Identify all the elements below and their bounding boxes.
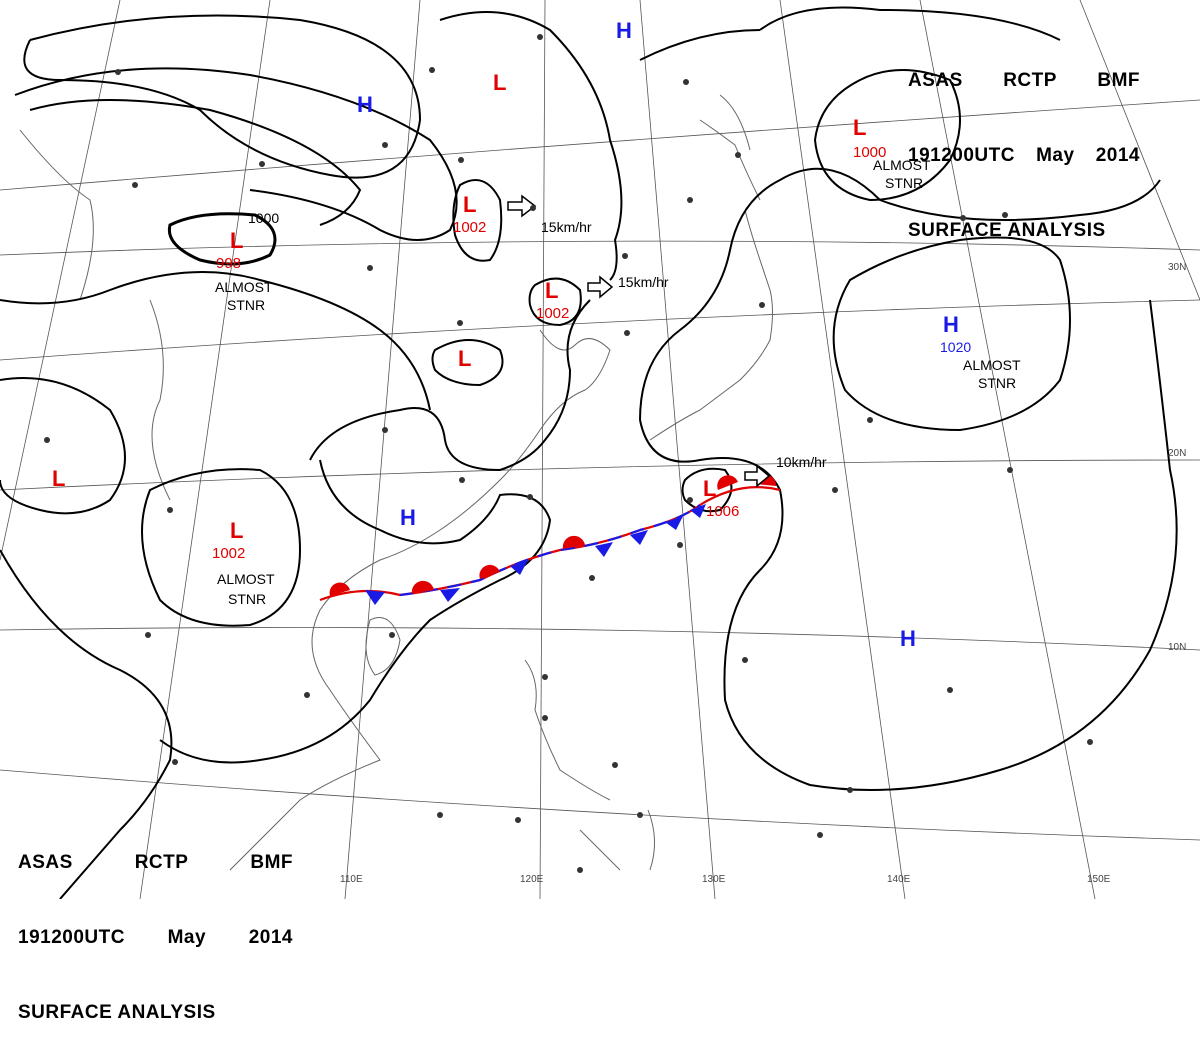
header-bottom-month: May	[167, 927, 207, 948]
header-top-year: 2014	[1095, 145, 1140, 166]
lon-label-150e: 150E	[1087, 874, 1111, 885]
low-nc-symbol: L	[493, 70, 506, 95]
almost-stnr-ne-2: STNR	[885, 175, 923, 191]
high-nw-symbol: H	[357, 92, 373, 117]
speed-15kmhr-a: 15km/hr	[541, 219, 592, 235]
lon-label-140e: 140E	[887, 874, 911, 885]
arrow-10kmhr	[744, 464, 771, 488]
speed-10kmhr: 10km/hr	[776, 454, 827, 470]
header-bottom-year: 2014	[248, 927, 293, 948]
arrow-15kmhr-a	[507, 194, 537, 218]
header-bottom-agency: ASAS	[18, 852, 73, 873]
lon-label-130e: 130E	[702, 874, 726, 885]
header-bottom-time: 191200UTC	[18, 927, 125, 948]
low-998-symbol: L	[230, 228, 243, 253]
isobars	[0, 6, 1178, 899]
almost-stnr-nw-1: ALMOST	[215, 279, 273, 295]
header-bottom-product: BMF	[250, 852, 293, 873]
header-bottom: ASAS RCTP BMF 191200UTC May 2014 SURFACE…	[18, 800, 293, 1050]
low-small-symbol: L	[458, 346, 471, 371]
almost-stnr-e-2: STNR	[978, 375, 1016, 391]
low-1006-pressure: 1006	[706, 503, 739, 520]
low-1002-sw-symbol: L	[230, 518, 243, 543]
low-1002-b-pressure: 1002	[536, 305, 569, 322]
graticule	[0, 0, 1200, 899]
header-top-title: SURFACE ANALYSIS	[908, 220, 1106, 241]
high-1020-symbol: H	[943, 312, 959, 337]
header-top-station: RCTP	[1003, 70, 1057, 91]
header-bottom-station: RCTP	[134, 852, 189, 873]
arrow-15kmhr-b	[587, 275, 614, 299]
high-n-symbol: H	[616, 18, 632, 43]
lat-label-10n: 10N	[1168, 642, 1186, 653]
almost-stnr-sw-2: STNR	[228, 591, 266, 607]
low-998-pressure: 998	[216, 255, 241, 272]
low-1002-a-pressure: 1002	[453, 219, 486, 236]
header-top-month: May	[1036, 145, 1075, 166]
station-plots	[44, 34, 1093, 873]
header-bottom-title: SURFACE ANALYSIS	[18, 1002, 216, 1023]
header-top-product: BMF	[1097, 70, 1140, 91]
weather-map: 110E 120E 130E 140E 150E 30N 20N 10N H H…	[0, 0, 1200, 899]
header-bottom-line1: ASAS RCTP BMF	[18, 850, 293, 875]
annotations: ALMOST STNR ALMOST STNR ALMOST STNR ALMO…	[215, 157, 1021, 607]
header-bottom-line2: 191200UTC May 2014	[18, 925, 293, 950]
almost-stnr-ne-1: ALMOST	[873, 157, 931, 173]
tick-labels: 110E 120E 130E 140E 150E 30N 20N 10N	[340, 262, 1186, 885]
almost-stnr-nw-2: STNR	[227, 297, 265, 313]
cold-front-triangles	[365, 504, 706, 605]
high-se-symbol: H	[900, 626, 916, 651]
header-top-line2: 191200UTC May 2014	[908, 143, 1140, 168]
header-top: ASAS RCTP BMF 191200UTC May 2014 SURFACE…	[908, 18, 1140, 268]
almost-stnr-e-1: ALMOST	[963, 357, 1021, 373]
front	[319, 474, 781, 605]
high-1020-pressure: 1020	[940, 339, 971, 355]
almost-stnr-sw-1: ALMOST	[217, 571, 275, 587]
header-top-line1: ASAS RCTP BMF	[908, 68, 1140, 93]
low-w-symbol: L	[52, 466, 65, 491]
lon-label-110e: 110E	[340, 874, 363, 885]
low-1002-sw-pressure: 1002	[212, 545, 245, 562]
lon-label-120e: 120E	[520, 874, 544, 885]
header-top-agency: ASAS	[908, 70, 963, 91]
pressure-systems: H H L L 1002 L 1002 L 998 1000 L L L 100…	[52, 18, 971, 651]
low-1006-symbol: L	[703, 476, 716, 501]
low-1000-ne-symbol: L	[853, 115, 866, 140]
low-1002-a-symbol: L	[463, 192, 476, 217]
high-sc-symbol: H	[400, 505, 416, 530]
isobar-1000-label: 1000	[248, 210, 279, 226]
low-1002-b-symbol: L	[545, 278, 558, 303]
coastlines	[19, 94, 773, 871]
lat-label-20n: 20N	[1168, 448, 1186, 459]
motion-arrows	[507, 194, 771, 488]
low-1000-ne-pressure: 1000	[853, 144, 886, 161]
speed-15kmhr-b: 15km/hr	[618, 274, 669, 290]
header-top-time: 191200UTC	[908, 145, 1015, 166]
lat-label-30n: 30N	[1168, 262, 1186, 273]
